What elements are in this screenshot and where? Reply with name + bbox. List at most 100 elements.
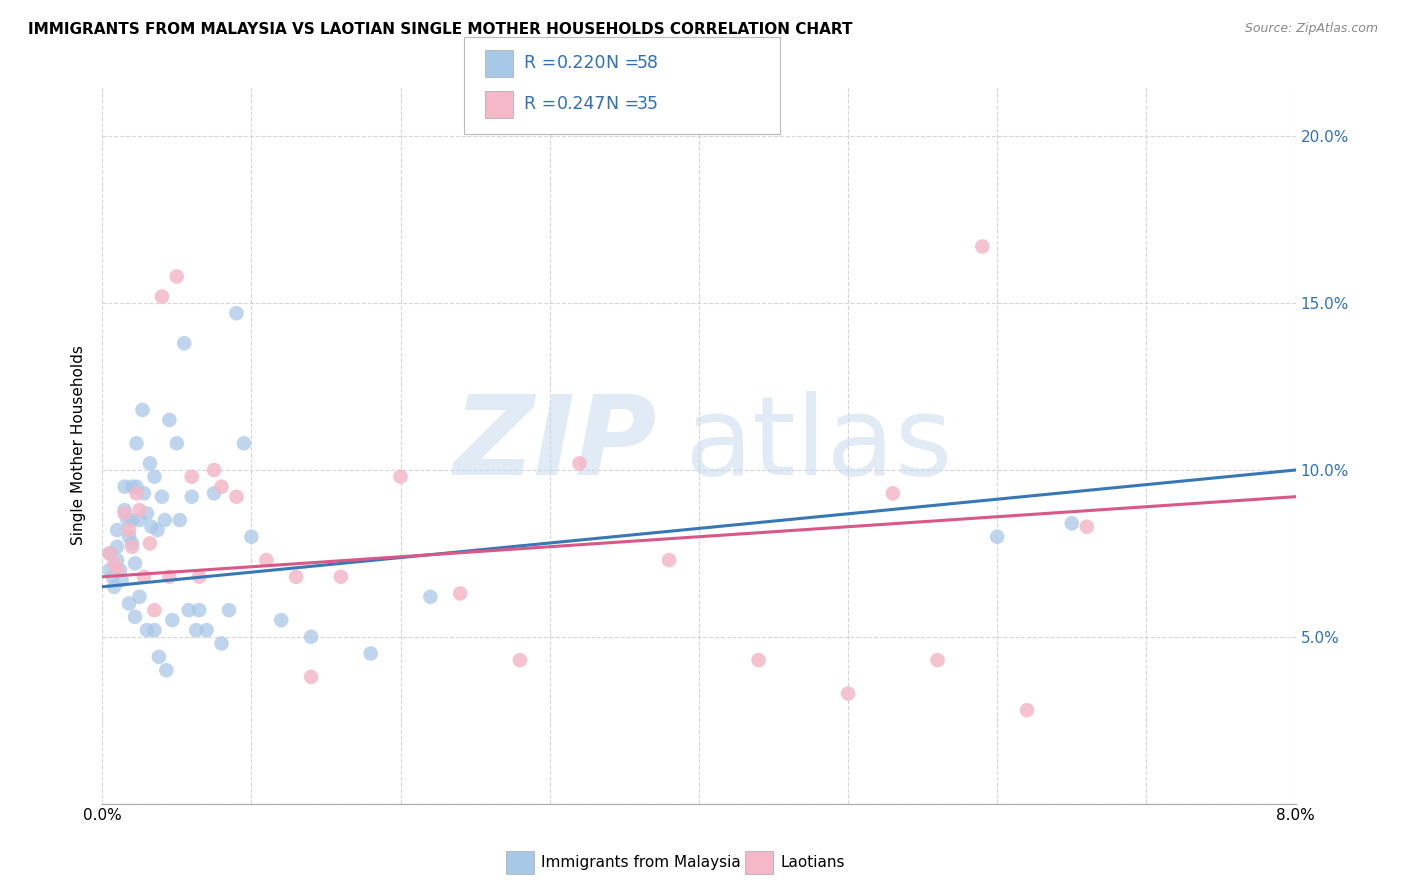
Point (118, 523, 141, 537)
Point (105, 540, 128, 554)
Point (157, 570, 180, 584)
Text: 58: 58 (637, 54, 659, 72)
Point (986, 530, 1008, 544)
Point (177, 603, 200, 617)
Point (150, 289, 173, 303)
Point (121, 540, 143, 554)
Point (225, 490, 247, 504)
Point (195, 623, 218, 637)
Point (449, 586, 471, 600)
Point (124, 609, 146, 624)
Point (131, 403, 153, 417)
Point (128, 513, 150, 527)
Text: Source: ZipAtlas.com: Source: ZipAtlas.com (1244, 22, 1378, 36)
Point (98, 546, 121, 560)
Text: N =: N = (606, 54, 645, 72)
Point (98, 563, 121, 577)
Point (509, 653, 531, 667)
Y-axis label: Single Mother Households: Single Mother Households (72, 345, 86, 545)
Text: atlas: atlas (683, 392, 952, 499)
Point (118, 530, 141, 544)
Point (162, 613, 184, 627)
Point (188, 603, 211, 617)
Point (118, 597, 141, 611)
Point (125, 436, 148, 450)
Point (124, 557, 146, 571)
Point (153, 513, 176, 527)
Point (139, 536, 162, 550)
Point (748, 653, 770, 667)
Point (101, 570, 124, 584)
Point (180, 469, 202, 483)
Point (166, 436, 188, 450)
Point (180, 490, 202, 504)
Point (389, 469, 412, 483)
Point (114, 480, 136, 494)
Point (143, 623, 166, 637)
Point (299, 670, 322, 684)
Point (121, 513, 143, 527)
Text: R =: R = (524, 95, 562, 113)
Point (1015, 703, 1038, 717)
Point (173, 336, 195, 351)
Point (121, 536, 143, 550)
Point (837, 686, 859, 700)
Point (141, 519, 163, 533)
Point (240, 530, 263, 544)
Point (110, 573, 132, 587)
Point (211, 636, 233, 650)
Text: 35: 35 (637, 95, 659, 113)
Point (121, 480, 143, 494)
Text: N =: N = (606, 95, 645, 113)
Point (125, 486, 148, 500)
Point (1060, 516, 1083, 531)
Point (139, 456, 162, 470)
Point (927, 653, 949, 667)
Point (299, 630, 322, 644)
Point (143, 469, 166, 483)
Text: 0.220: 0.220 (557, 54, 606, 72)
Point (125, 480, 148, 494)
Point (136, 623, 159, 637)
Point (98, 546, 121, 560)
Point (360, 647, 382, 661)
Text: ZIP: ZIP (454, 392, 658, 499)
Point (132, 486, 155, 500)
Point (568, 456, 591, 470)
Point (132, 570, 155, 584)
Point (105, 563, 128, 577)
Point (270, 613, 292, 627)
Point (232, 436, 254, 450)
Point (143, 603, 166, 617)
Point (114, 507, 136, 521)
Point (155, 663, 177, 677)
Text: IMMIGRANTS FROM MALAYSIA VS LAOTIAN SINGLE MOTHER HOUSEHOLDS CORRELATION CHART: IMMIGRANTS FROM MALAYSIA VS LAOTIAN SING… (28, 22, 852, 37)
Point (128, 590, 150, 604)
Point (972, 239, 994, 253)
Point (103, 580, 125, 594)
Text: Laotians: Laotians (780, 855, 845, 870)
Point (105, 553, 128, 567)
Point (419, 590, 441, 604)
Text: R =: R = (524, 54, 562, 72)
Point (202, 486, 225, 500)
Point (169, 513, 191, 527)
Point (128, 503, 150, 517)
Point (166, 269, 188, 284)
Point (105, 523, 128, 537)
Point (882, 486, 904, 500)
Point (202, 463, 225, 477)
Text: 0.247: 0.247 (557, 95, 606, 113)
Point (114, 503, 136, 517)
Point (117, 513, 139, 527)
Point (188, 570, 211, 584)
Point (146, 523, 169, 537)
Point (136, 507, 159, 521)
Point (1076, 519, 1098, 533)
Point (108, 563, 131, 577)
Point (148, 649, 170, 664)
Point (103, 557, 125, 571)
Point (157, 413, 180, 427)
Point (211, 480, 233, 494)
Point (150, 490, 173, 504)
